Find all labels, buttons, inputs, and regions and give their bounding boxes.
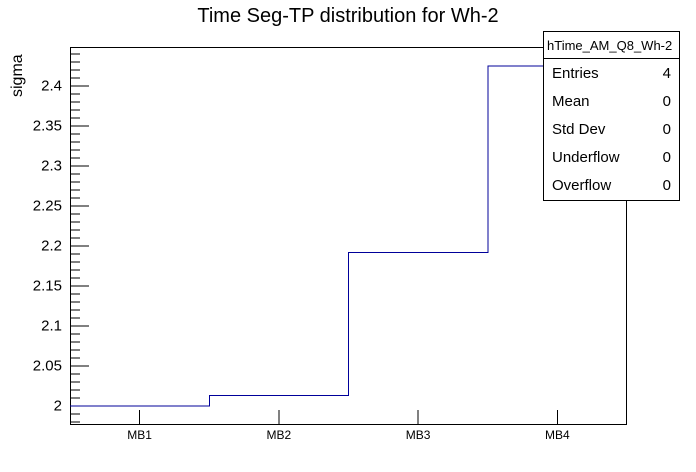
x-tick-label: MB3	[405, 428, 431, 442]
y-tick-label: 2.3	[41, 157, 62, 175]
stats-row-label: Mean	[552, 92, 590, 110]
stats-row-value: 0	[662, 92, 671, 110]
x-tick-label: MB2	[266, 428, 292, 442]
stats-box: hTime_AM_Q8_Wh-2 Entries 4 Mean 0 Std Dev 0 Un…	[543, 31, 680, 201]
stats-row-value: 0	[662, 121, 671, 138]
x-tick-label: MB4	[545, 428, 570, 442]
stats-row: Mean 0	[544, 87, 679, 115]
y-tick-label: 2.35	[32, 117, 62, 135]
histogram-line	[70, 65, 627, 407]
x-tick-label: MB1	[127, 428, 152, 442]
stats-row: Entries 4	[544, 59, 679, 87]
stats-row-value: 4	[662, 64, 671, 82]
stats-row-label: Entries	[552, 64, 599, 82]
stats-row-label: Std Dev	[552, 121, 606, 138]
y-tick-label: 2	[53, 397, 62, 415]
stats-row: Std Dev 0	[544, 115, 679, 143]
stats-row-label: Overflow	[552, 177, 612, 195]
frame-border	[70, 47, 627, 425]
stats-title: hTime_AM_Q8_Wh-2	[544, 32, 679, 59]
stats-row-label: Underflow	[552, 149, 620, 167]
stats-row: Overflow 0	[544, 172, 679, 200]
stats-row: Underflow 0	[544, 144, 679, 172]
y-tick-label: 2.4	[41, 77, 62, 95]
stats-row-value: 0	[662, 149, 671, 167]
chart-title: Time Seg-TP distribution for Wh-2	[197, 5, 499, 27]
stats-row-value: 0	[662, 177, 671, 195]
plot-frame	[70, 47, 627, 425]
y-tick-label: 2.25	[32, 197, 62, 215]
y-tick-label: 2.1	[41, 317, 62, 335]
y-tick-label: 2.2	[41, 237, 62, 255]
stats-rows: Entries 4 Mean 0 Std Dev 0 Underflow 0 Overflow 0	[544, 59, 679, 200]
y-tick-label: 2.15	[32, 277, 62, 295]
y-tick-label: 2.05	[32, 357, 62, 375]
